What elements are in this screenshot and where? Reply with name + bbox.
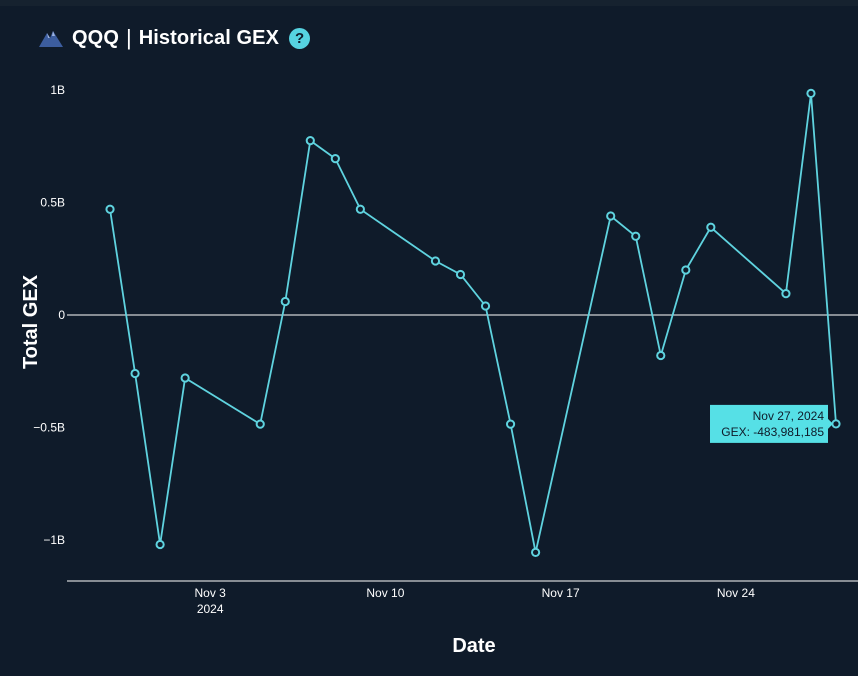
data-point[interactable] [305,136,315,146]
tooltip-arrow [828,418,833,429]
chart-header: QQQ | Historical GEX ? [38,22,311,54]
tooltip-box [710,404,828,443]
data-point[interactable] [130,368,140,379]
data-point[interactable] [430,256,441,266]
gex-series-line [109,93,837,553]
data-point[interactable] [781,289,791,299]
mountain-logo-icon [39,31,63,47]
data-point[interactable] [505,419,516,429]
x-tick-sublabel: 2024 [197,602,224,616]
x-tick-label: Nov 17 [542,586,580,600]
y-tick-labels: 1B 0.5B 0 −0.5B −1B [33,83,65,547]
data-point[interactable] [631,231,641,241]
data-point[interactable] [355,204,365,214]
data-point[interactable] [681,265,691,275]
x-tick-label: Nov 10 [366,586,404,600]
data-point[interactable] [255,419,265,429]
tooltip-date: Nov 27, 2024 [753,409,825,423]
data-point[interactable] [531,547,541,557]
data-point[interactable] [480,301,491,311]
x-tick-label: Nov 3 [194,586,226,600]
title-separator: | [125,25,132,50]
data-point[interactable] [831,419,841,429]
data-point[interactable] [180,373,190,383]
ticker-label: QQQ [72,26,119,49]
x-tick-label: Nov 24 [717,586,755,600]
y-axis-label: Total GEX [20,274,42,369]
tooltip-value: GEX: -483,981,185 [721,425,824,439]
gex-series-points [105,88,841,557]
y-tick-label: 0.5B [40,196,65,210]
data-point[interactable] [155,539,165,550]
data-point[interactable] [105,204,115,214]
data-point[interactable] [280,296,290,307]
y-tick-label: −1B [43,533,65,547]
x-axis-label: Date [452,635,495,657]
data-point[interactable] [706,222,716,232]
y-tick-label: −0.5B [33,421,65,435]
y-tick-label: 0 [58,308,65,322]
chart-title: Historical GEX [138,26,280,49]
data-point[interactable] [330,154,340,164]
help-icon[interactable]: ? [289,27,311,49]
hover-tooltip: Nov 27, 2024 GEX: -483,981,185 [710,404,833,443]
top-border [0,0,858,6]
data-point[interactable] [656,350,666,361]
x-tick-labels: Nov 3 2024 Nov 10 Nov 17 Nov 24 [194,586,755,616]
data-point[interactable] [606,211,616,221]
data-point[interactable] [806,88,816,98]
y-tick-label: 1B [50,83,65,97]
data-point[interactable] [455,269,466,280]
